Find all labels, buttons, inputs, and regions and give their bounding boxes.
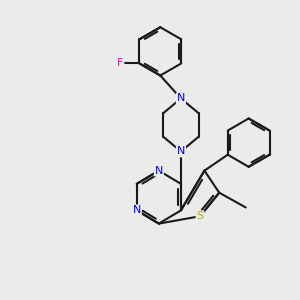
Text: N: N <box>154 166 163 176</box>
Text: F: F <box>117 58 123 68</box>
Text: N: N <box>133 206 141 215</box>
Text: N: N <box>177 94 185 103</box>
Text: S: S <box>196 211 204 221</box>
Text: N: N <box>177 146 185 157</box>
